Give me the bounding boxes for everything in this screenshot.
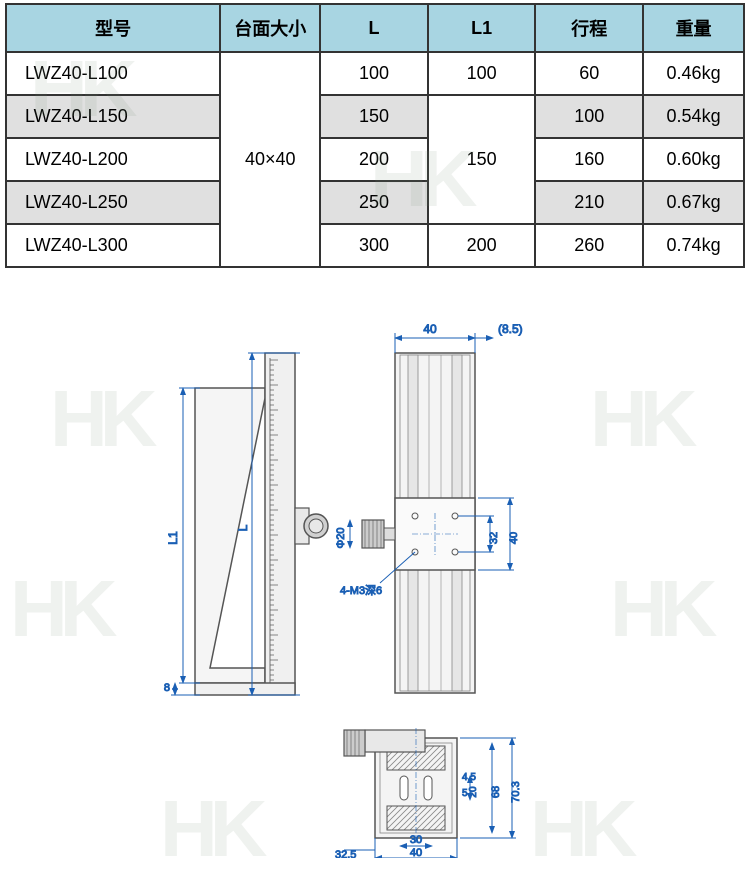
dim-325: 32.5 (335, 849, 356, 858)
dim-phi20: Φ20 (335, 527, 347, 548)
col-travel: 行程 (535, 4, 643, 52)
dim-L: L (236, 524, 250, 531)
table-row: LWZ40-L200 200 160 0.60kg (6, 138, 744, 181)
cell-travel: 160 (535, 138, 643, 181)
dim-85: (8.5) (498, 322, 523, 336)
cell-L: 100 (320, 52, 428, 95)
cell-weight: 0.67kg (643, 181, 744, 224)
cell-L: 150 (320, 95, 428, 138)
cell-model: LWZ40-L150 (6, 95, 220, 138)
cell-L1-merged: 150 (428, 95, 536, 224)
cell-travel: 260 (535, 224, 643, 267)
cell-size: 40×40 (220, 52, 320, 267)
spec-table: 型号 台面大小 L L1 行程 重量 LWZ40-L100 40×40 100 … (5, 3, 745, 268)
col-L1: L1 (428, 4, 536, 52)
cell-weight: 0.74kg (643, 224, 744, 267)
cell-L1: 200 (428, 224, 536, 267)
dim-30: 30 (410, 834, 422, 846)
col-L: L (320, 4, 428, 52)
cell-travel: 100 (535, 95, 643, 138)
drawing-svg: L L1 8 (0, 298, 750, 858)
dim-8: 8 (164, 682, 170, 694)
dim-703: 70.3 (510, 781, 522, 802)
dim-40r: 40 (508, 532, 520, 544)
table-row: LWZ40-L100 40×40 100 100 60 0.46kg (6, 52, 744, 95)
dim-L1: L1 (166, 531, 180, 545)
cell-L: 200 (320, 138, 428, 181)
cell-L: 300 (320, 224, 428, 267)
bottom-view (344, 728, 457, 843)
cell-weight: 0.54kg (643, 95, 744, 138)
dim-20: 20 (468, 786, 479, 798)
dim-b40: 40 (410, 847, 422, 858)
cell-model: LWZ40-L300 (6, 224, 220, 267)
col-model: 型号 (6, 4, 220, 52)
col-size: 台面大小 (220, 4, 320, 52)
cell-travel: 60 (535, 52, 643, 95)
dim-68: 68 (490, 786, 502, 798)
dim-40: 40 (423, 322, 437, 336)
col-weight: 重量 (643, 4, 744, 52)
cell-weight: 0.46kg (643, 52, 744, 95)
table-row: LWZ40-L150 150 150 100 0.54kg (6, 95, 744, 138)
dim-m3: 4-M3深6 (340, 584, 382, 597)
table-row: LWZ40-L250 250 210 0.67kg (6, 181, 744, 224)
cell-L: 250 (320, 181, 428, 224)
cell-model: LWZ40-L100 (6, 52, 220, 95)
cell-weight: 0.60kg (643, 138, 744, 181)
technical-drawing: L L1 8 (0, 298, 750, 858)
front-view (362, 353, 475, 693)
table-row: LWZ40-L300 300 200 260 0.74kg (6, 224, 744, 267)
cell-model: LWZ40-L250 (6, 181, 220, 224)
dim-45: 4.5 (462, 772, 476, 783)
cell-model: LWZ40-L200 (6, 138, 220, 181)
side-view (195, 353, 328, 695)
cell-L1: 100 (428, 52, 536, 95)
cell-travel: 210 (535, 181, 643, 224)
dim-32: 32 (488, 532, 500, 544)
